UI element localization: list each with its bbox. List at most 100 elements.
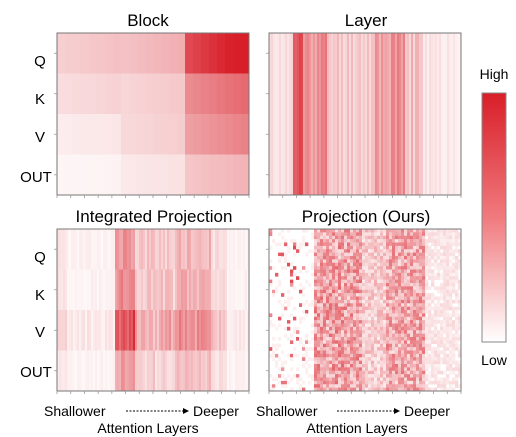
heatmap-cell <box>443 340 447 345</box>
heatmap-cell <box>362 370 366 375</box>
heatmap-cell <box>335 337 339 341</box>
heatmap-cell <box>287 320 291 324</box>
heatmap-cell <box>317 364 321 368</box>
heatmap-cell <box>395 353 399 358</box>
heatmap-cell <box>137 269 140 311</box>
heatmap-cell <box>452 272 456 277</box>
heatmap-cell <box>455 239 459 243</box>
heatmap-cell <box>422 296 426 301</box>
heatmap-cell <box>329 384 333 388</box>
heatmap-cell <box>455 316 459 321</box>
heatmap-cell <box>398 333 402 338</box>
heatmap-cell <box>326 289 330 294</box>
heatmap-cell <box>401 283 405 287</box>
heatmap-cell <box>437 239 441 243</box>
heatmap-cell <box>347 330 351 334</box>
heatmap-cell <box>314 252 318 257</box>
heatmap-cell <box>410 313 414 318</box>
heatmap-cell <box>410 239 414 243</box>
heatmap-cell <box>407 262 411 267</box>
heatmap-cell <box>338 367 342 372</box>
heatmap-cell <box>392 384 396 388</box>
heatmap-cell <box>374 242 378 247</box>
heatmap-cell <box>335 370 339 375</box>
heatmap-cell <box>332 283 336 287</box>
heatmap-cell <box>398 330 402 334</box>
heatmap-cell <box>317 242 321 247</box>
heatmap-cell <box>437 367 441 372</box>
heatmap-cell <box>89 310 92 351</box>
heatmap-cell <box>377 316 381 321</box>
heatmap-cell <box>161 269 164 311</box>
heatmap-cell <box>63 310 66 351</box>
heatmap-cell <box>81 73 90 115</box>
heatmap-cell <box>398 316 402 321</box>
row-label-k-top: K <box>35 91 45 108</box>
heatmap-cell <box>431 269 435 274</box>
heatmap-cell <box>341 245 345 250</box>
heatmap-cell <box>359 367 363 372</box>
heatmap-cell <box>317 283 321 287</box>
heatmap-cell <box>317 353 321 358</box>
heatmap-cell <box>215 269 218 311</box>
heatmap-cell <box>434 303 438 307</box>
heatmap-cell <box>332 296 336 301</box>
heatmap-cell <box>311 272 315 277</box>
heatmap-cell <box>320 245 324 250</box>
heatmap-cell <box>368 242 372 247</box>
heatmap-cell <box>344 242 348 247</box>
heatmap-cell <box>392 377 396 382</box>
heatmap-cell <box>311 337 315 341</box>
heatmap-cell <box>407 259 411 264</box>
heatmap-cell <box>241 269 244 311</box>
heatmap-cell <box>374 272 378 277</box>
heatmap-cell <box>323 286 327 291</box>
heatmap-cell <box>422 283 426 287</box>
heatmap-cell <box>347 303 351 307</box>
heatmap-cell <box>440 276 444 280</box>
heatmap-cell <box>443 299 447 304</box>
heatmap-cell <box>329 252 333 257</box>
heatmap-cell <box>350 330 354 334</box>
heatmap-cell <box>395 239 399 243</box>
heatmap-cell <box>413 350 417 355</box>
heatmap-cell <box>404 323 408 328</box>
heatmap-cell <box>413 343 417 348</box>
heatmap-cell <box>440 303 444 307</box>
heatmap-cell <box>410 245 414 250</box>
heatmap-cell <box>323 229 327 233</box>
heatmap-cell <box>111 269 114 311</box>
heatmap-cell <box>314 293 318 297</box>
heatmap-cell <box>440 262 444 267</box>
heatmap-cell <box>347 232 351 237</box>
heatmap-cell <box>410 249 414 253</box>
heatmap-cell <box>209 229 212 270</box>
heatmap-cell <box>428 259 432 264</box>
heatmap-cell <box>362 283 366 287</box>
heatmap-cell <box>428 374 432 378</box>
heatmap-cell <box>335 289 339 294</box>
heatmap-cell <box>452 337 456 341</box>
heatmap-cell <box>365 293 369 297</box>
heatmap-cell <box>452 249 456 253</box>
heatmap-cell <box>416 303 420 307</box>
heatmap-cell <box>368 262 372 267</box>
heatmap-cell <box>422 340 426 345</box>
heatmap-cell <box>425 316 429 321</box>
heatmap-cell <box>71 350 74 392</box>
heatmap-cell <box>398 286 402 291</box>
heatmap-cell <box>317 360 321 365</box>
heatmap-cell <box>329 286 333 291</box>
heatmap-cell <box>329 293 333 297</box>
heatmap-cell <box>386 286 390 291</box>
heatmap-cell <box>341 330 345 334</box>
heatmap-cell <box>320 269 324 274</box>
heatmap-cell <box>401 303 405 307</box>
heatmap-cell <box>359 306 363 311</box>
heatmap-cell <box>139 229 142 270</box>
heatmap-cell <box>338 259 342 264</box>
heatmap-cell <box>365 364 369 368</box>
heatmap-cell <box>356 269 360 274</box>
heatmap-cell <box>275 326 279 331</box>
heatmap-cell <box>395 367 399 372</box>
